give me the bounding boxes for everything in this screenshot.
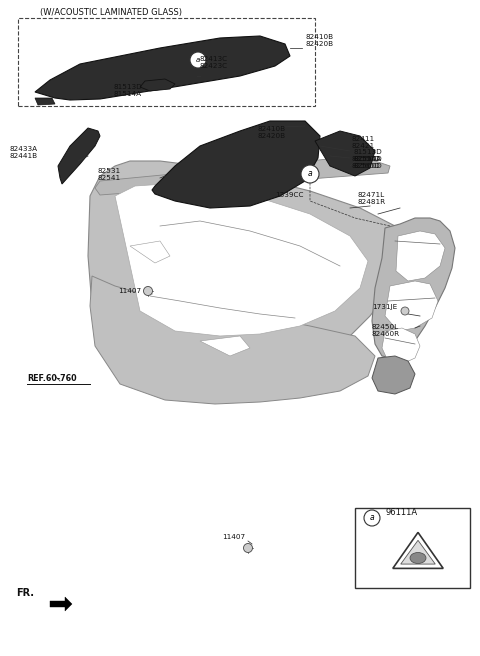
- Text: 82450L
82460R: 82450L 82460R: [372, 324, 400, 337]
- Text: 1339CC: 1339CC: [275, 192, 303, 198]
- Text: 1731JE: 1731JE: [372, 304, 397, 310]
- Text: 82411
82421: 82411 82421: [352, 136, 375, 149]
- Text: FR.: FR.: [16, 588, 34, 598]
- Polygon shape: [35, 98, 55, 105]
- Polygon shape: [35, 36, 290, 100]
- Polygon shape: [90, 276, 375, 404]
- Text: 82550D
82560D: 82550D 82560D: [352, 156, 381, 169]
- Text: 81513D
81514A: 81513D 81514A: [353, 149, 382, 162]
- Polygon shape: [393, 533, 443, 568]
- Text: a: a: [308, 169, 312, 178]
- Text: (W/ACOUSTIC LAMINATED GLASS): (W/ACOUSTIC LAMINATED GLASS): [40, 8, 182, 17]
- Circle shape: [301, 165, 319, 183]
- Polygon shape: [152, 121, 320, 208]
- Text: 82410B
82420B: 82410B 82420B: [305, 34, 333, 47]
- Polygon shape: [50, 597, 72, 611]
- Text: 81513D
81514A: 81513D 81514A: [114, 84, 143, 97]
- Text: 82550D
82560D: 82550D 82560D: [354, 156, 383, 169]
- Text: 82433A
82441B: 82433A 82441B: [10, 146, 38, 159]
- Text: 82531
82541: 82531 82541: [97, 168, 120, 181]
- Polygon shape: [200, 336, 250, 356]
- Text: 82410B
82420B: 82410B 82420B: [258, 126, 286, 139]
- Circle shape: [144, 287, 153, 295]
- Polygon shape: [382, 328, 420, 364]
- Polygon shape: [315, 131, 375, 176]
- Polygon shape: [130, 241, 170, 263]
- Polygon shape: [140, 79, 175, 91]
- Ellipse shape: [410, 552, 426, 564]
- Polygon shape: [88, 161, 405, 378]
- Polygon shape: [396, 231, 445, 281]
- Text: a: a: [370, 514, 374, 522]
- Polygon shape: [115, 184, 368, 336]
- Text: REF.60-760: REF.60-760: [27, 374, 77, 383]
- Text: a: a: [196, 57, 200, 63]
- Polygon shape: [95, 156, 390, 195]
- Polygon shape: [58, 128, 100, 184]
- Text: 82413C
82423C: 82413C 82423C: [200, 56, 228, 69]
- Text: 11407: 11407: [222, 534, 245, 540]
- Circle shape: [401, 307, 409, 315]
- Polygon shape: [401, 541, 435, 564]
- Polygon shape: [385, 281, 438, 331]
- Text: 96111A: 96111A: [385, 508, 417, 517]
- Circle shape: [190, 52, 206, 68]
- Bar: [355, 508, 470, 588]
- Text: 82471L
82481R: 82471L 82481R: [357, 192, 385, 205]
- Polygon shape: [372, 356, 415, 394]
- Polygon shape: [372, 218, 455, 358]
- Circle shape: [243, 544, 252, 552]
- Circle shape: [364, 510, 380, 526]
- Bar: [18, 18, 315, 106]
- Text: 11407: 11407: [118, 288, 141, 294]
